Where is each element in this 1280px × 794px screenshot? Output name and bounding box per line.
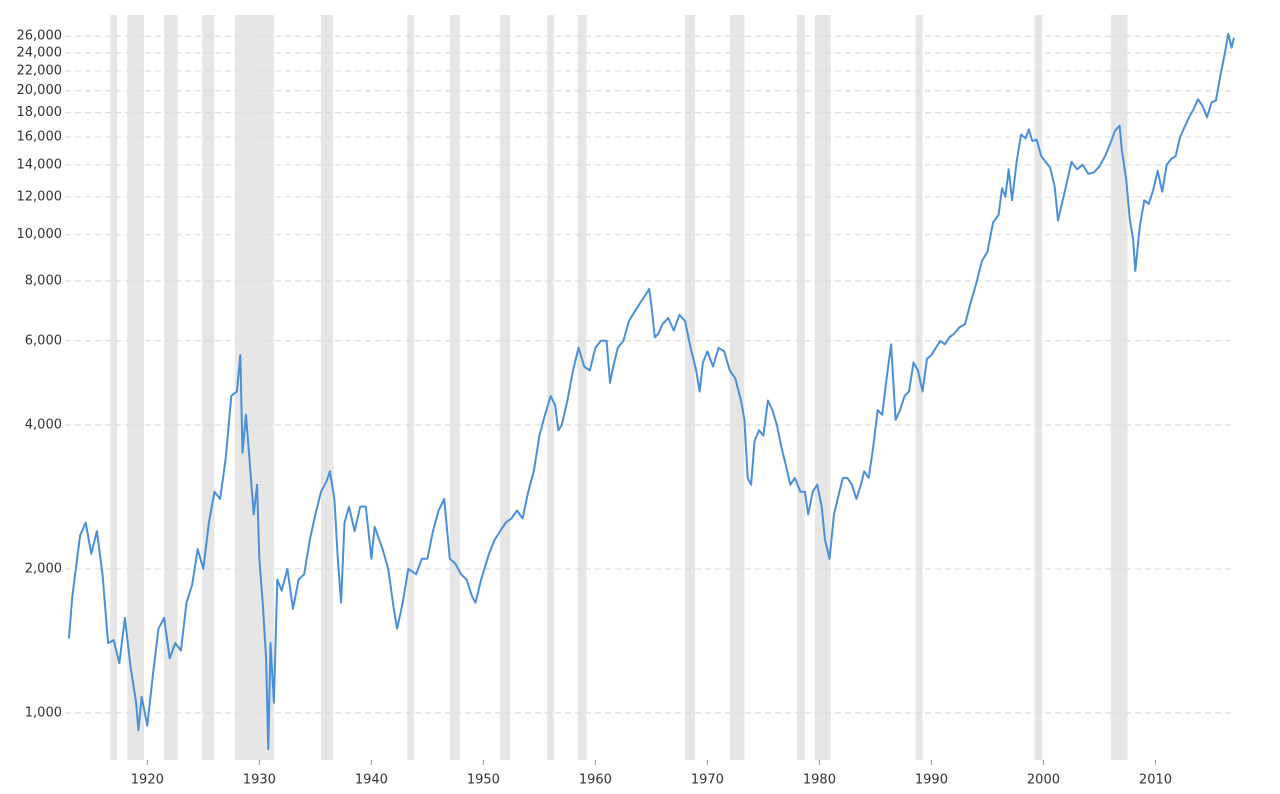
x-tick-label: 1920 <box>131 773 164 788</box>
recession-band <box>1110 15 1128 760</box>
recession-band <box>500 15 511 760</box>
recession-band <box>547 15 554 760</box>
recession-band <box>449 15 460 760</box>
y-tick-label: 16,000 <box>17 130 63 145</box>
x-tick-label: 2000 <box>1027 773 1060 788</box>
recession-band <box>915 15 923 760</box>
y-tick-label: 26,000 <box>17 29 63 44</box>
x-tick-label: 1970 <box>691 773 724 788</box>
y-tick-label: 4,000 <box>25 417 62 432</box>
recession-band <box>127 15 144 760</box>
x-tick-label: 1960 <box>579 773 612 788</box>
y-tick-label: 12,000 <box>17 189 63 204</box>
recession-band <box>110 15 118 760</box>
y-tick-label: 18,000 <box>17 105 63 120</box>
recession-band <box>202 15 215 760</box>
x-tick-label: 1990 <box>915 773 948 788</box>
y-tick-label: 8,000 <box>25 274 62 289</box>
x-tick-label: 2010 <box>1139 773 1172 788</box>
y-tick-label: 14,000 <box>17 157 63 172</box>
recession-band <box>407 15 414 760</box>
recession-band <box>164 15 178 760</box>
y-tick-label: 1,000 <box>25 705 62 720</box>
x-tick-label: 1980 <box>803 773 836 788</box>
recession-band <box>320 15 334 760</box>
y-tick-label: 20,000 <box>17 83 63 98</box>
y-tick-label: 24,000 <box>17 45 63 60</box>
recession-band <box>797 15 805 760</box>
recession-band <box>577 15 587 760</box>
x-tick-label: 1930 <box>243 773 276 788</box>
x-tick-label: 1950 <box>467 773 500 788</box>
y-tick-label: 22,000 <box>17 63 63 78</box>
recession-band <box>1034 15 1043 760</box>
x-tick-label: 1940 <box>355 773 388 788</box>
y-tick-label: 10,000 <box>17 227 63 242</box>
recession-band <box>685 15 696 760</box>
y-tick-label: 2,000 <box>25 561 62 576</box>
data-line <box>67 32 1235 751</box>
recession-band <box>814 15 831 760</box>
y-tick-label: 6,000 <box>25 333 62 348</box>
